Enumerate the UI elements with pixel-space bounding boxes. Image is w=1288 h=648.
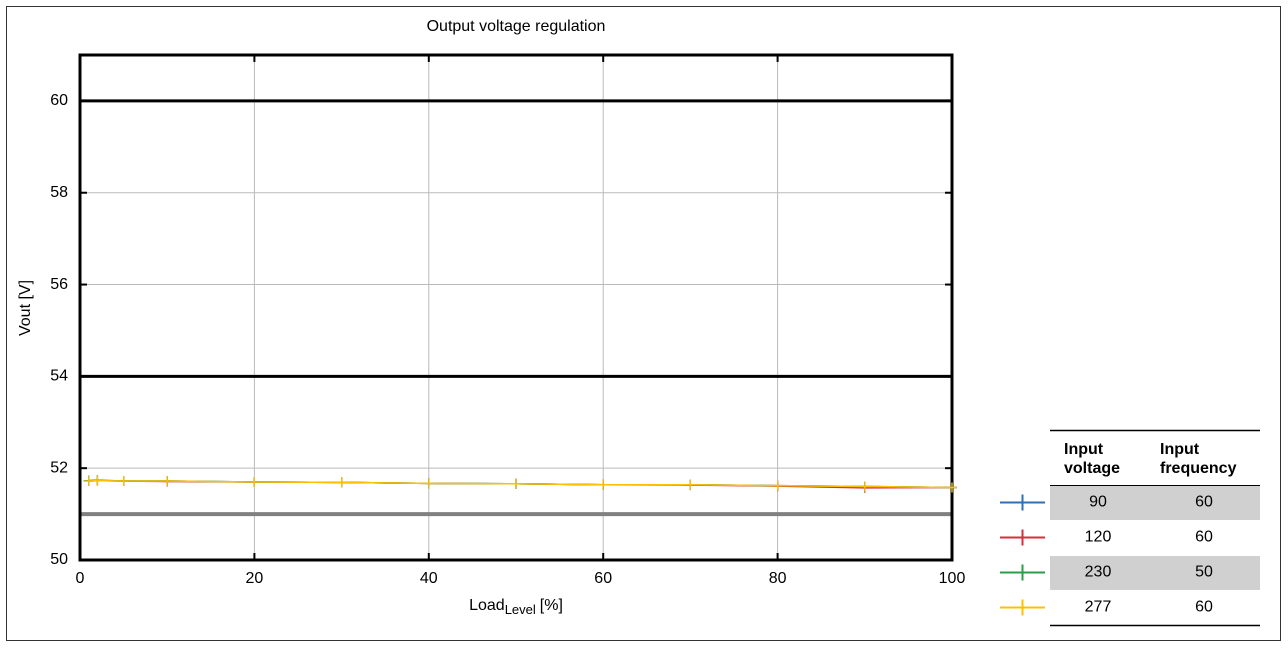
legend-row-bg <box>1050 556 1260 590</box>
point-marker <box>947 482 957 493</box>
x-label-main: Load <box>469 597 505 614</box>
frame <box>6 6 1281 641</box>
x-tick-label: 0 <box>76 570 85 587</box>
point-marker <box>118 476 129 487</box>
y-tick-label: 58 <box>50 184 68 201</box>
x-tick-label: 20 <box>246 570 264 587</box>
plot-border <box>78 53 954 562</box>
x-tick-label: 40 <box>420 570 438 587</box>
y-tick-label: 50 <box>50 551 68 568</box>
point-marker <box>336 477 347 488</box>
legend-frequency: 60 <box>1195 494 1213 511</box>
legend-header: Input voltage <box>1064 441 1121 477</box>
point-marker <box>598 479 609 490</box>
point-marker <box>249 476 260 487</box>
point-marker <box>423 478 434 489</box>
x-tick-label: 80 <box>769 570 787 587</box>
y-tick-label: 60 <box>50 92 68 109</box>
legend-frequency: 50 <box>1195 564 1213 581</box>
legend-frequency: 60 <box>1195 599 1213 616</box>
point-marker <box>511 478 521 489</box>
legend-voltage: 230 <box>1085 564 1112 581</box>
x-axis-label: LoadLevel [%] <box>469 597 563 617</box>
legend-header: Input frequency <box>1160 441 1237 477</box>
legend-voltage: 90 <box>1089 494 1107 511</box>
point-marker <box>83 476 94 487</box>
point-marker <box>162 476 173 487</box>
chart-title: Output voltage regulation <box>427 18 606 35</box>
legend-row-bg <box>1050 486 1260 520</box>
legend-frequency: 60 <box>1195 529 1213 546</box>
legend-voltage: 120 <box>1085 529 1112 546</box>
x-label-unit: [%] <box>540 597 563 614</box>
point-marker <box>772 480 783 491</box>
legend-voltage: 277 <box>1085 599 1112 616</box>
x-tick-label: 60 <box>594 570 612 587</box>
point-marker <box>685 479 696 490</box>
y-axis-label: Vout [V] <box>17 280 34 336</box>
point-marker <box>859 481 870 492</box>
y-tick-label: 56 <box>50 276 68 293</box>
y-tick-label: 54 <box>50 368 68 385</box>
point-marker <box>92 475 103 486</box>
x-tick-label: 100 <box>939 570 966 587</box>
x-label-sub: Level <box>505 602 536 617</box>
y-tick-label: 52 <box>50 459 68 476</box>
